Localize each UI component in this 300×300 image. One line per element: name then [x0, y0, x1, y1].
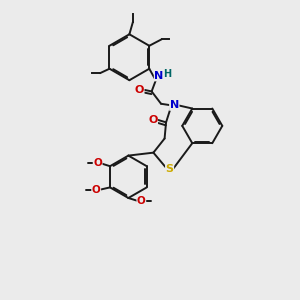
Text: N: N: [170, 100, 179, 110]
Text: O: O: [93, 158, 102, 168]
Text: O: O: [148, 115, 158, 125]
Text: O: O: [137, 196, 146, 206]
Text: H: H: [164, 69, 172, 79]
Text: N: N: [154, 71, 164, 81]
Text: S: S: [166, 164, 174, 174]
Text: O: O: [92, 185, 100, 195]
Text: O: O: [135, 85, 144, 95]
